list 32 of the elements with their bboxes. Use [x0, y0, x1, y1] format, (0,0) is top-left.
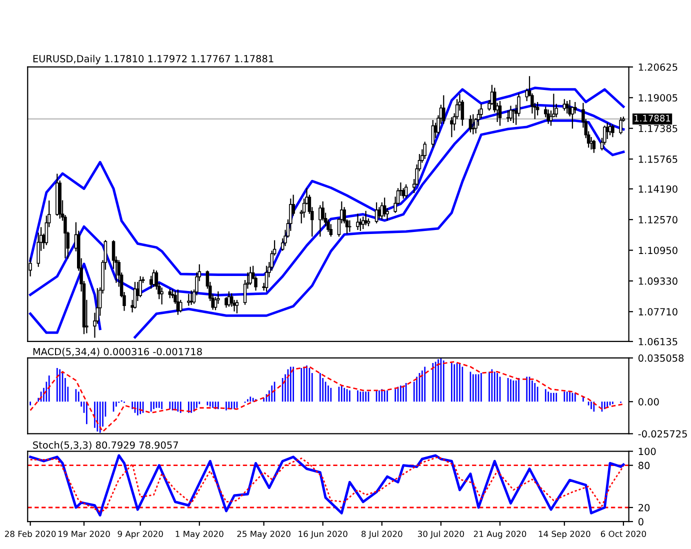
x-tick-label: 1 May 2020 [176, 530, 224, 539]
y-tick-label: -0.025725 [638, 430, 687, 438]
y-tick-label: 80 [638, 462, 650, 470]
y-tick-label: 1.19005 [638, 94, 678, 102]
chart-title: Stoch(5,3,3) 80.7929 78.9057 [33, 441, 178, 450]
y-tick-label: 1.07710 [638, 308, 678, 316]
x-tick-label: 14 Sep 2020 [538, 530, 590, 539]
y-tick-label: 1.09330 [638, 277, 678, 285]
y-tick-label: 1.17385 [638, 124, 678, 132]
x-tick-label: 6 Oct 2020 [600, 530, 646, 538]
x-tick-label: 28 Feb 2020 [5, 530, 56, 538]
ref-line-label: 1.17881 [634, 114, 670, 122]
y-tick-label: 0 [638, 518, 644, 526]
y-tick-label: 1.06135 [638, 338, 678, 346]
x-tick-label: 19 Mar 2020 [58, 530, 110, 538]
y-tick-label: 20 [638, 504, 650, 512]
y-tick-label: 1.15765 [638, 156, 678, 163]
x-tick-label: 16 Jun 2020 [298, 530, 348, 539]
y-tick-label: 100 [638, 448, 656, 456]
y-tick-label: 1.14190 [638, 185, 678, 193]
chart-title: EURUSD,Daily 1.17810 1.17972 1.17767 1.17881 [33, 54, 274, 64]
y-tick-label: 0.00 [638, 398, 659, 406]
x-tick-label: 25 May 2020 [237, 530, 290, 539]
x-tick-label: 8 Jul 2020 [362, 530, 402, 539]
y-tick-label: 0.035058 [638, 354, 684, 362]
x-tick-label: 30 Jul 2020 [418, 530, 464, 539]
chart-title: MACD(5,34,4) 0.000316 -0.001718 [33, 348, 202, 356]
x-tick-label: 9 Apr 2020 [118, 530, 163, 539]
x-tick-label: 21 Aug 2020 [474, 530, 526, 539]
y-tick-label: 1.20625 [638, 63, 678, 71]
y-tick-label: 1.12570 [638, 216, 678, 224]
y-tick-label: 1.10950 [638, 246, 678, 254]
